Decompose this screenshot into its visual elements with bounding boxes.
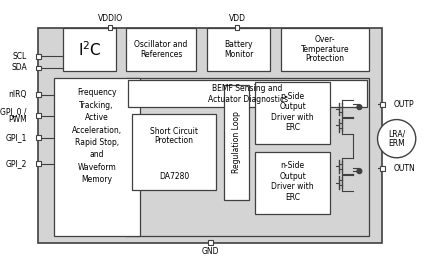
Text: SDA: SDA [11, 63, 27, 73]
Text: Actuator Diagnostics: Actuator Diagnostics [207, 94, 288, 104]
Bar [54, 78, 140, 236]
Bar [380, 102, 385, 107]
Text: Frequency: Frequency [77, 88, 116, 97]
Text: Acceleration,: Acceleration, [72, 125, 122, 135]
Bar [255, 82, 330, 144]
Bar [108, 26, 112, 30]
Text: GND: GND [202, 247, 219, 256]
Text: BEMF Sensing and: BEMF Sensing and [213, 84, 283, 93]
Bar [281, 28, 369, 71]
Text: Over-: Over- [315, 35, 335, 44]
Text: Protection: Protection [155, 136, 194, 145]
Text: Battery: Battery [224, 40, 253, 49]
Text: Rapid Stop,: Rapid Stop, [75, 138, 119, 147]
Bar [63, 28, 116, 71]
Text: VDDIO: VDDIO [98, 14, 123, 23]
Text: Monitor: Monitor [224, 50, 253, 59]
Bar [235, 26, 239, 30]
Bar [36, 92, 41, 97]
Text: Output: Output [279, 172, 306, 181]
Text: OUTP: OUTP [394, 100, 414, 109]
Bar [208, 240, 213, 245]
Text: and: and [89, 150, 104, 159]
Text: VDD: VDD [229, 14, 246, 23]
Text: Tracking,: Tracking, [79, 101, 114, 110]
Bar [126, 28, 196, 71]
Bar [36, 65, 41, 70]
Bar [38, 28, 382, 243]
Text: LRA/: LRA/ [388, 129, 405, 138]
Text: nIRQ: nIRQ [9, 90, 27, 99]
Bar [380, 166, 385, 171]
Text: GPI_2: GPI_2 [6, 159, 27, 168]
Circle shape [357, 169, 362, 174]
Text: OUTN: OUTN [394, 164, 416, 173]
Bar [126, 78, 369, 236]
Text: I$^2$C: I$^2$C [78, 40, 102, 59]
Bar [36, 113, 41, 118]
Bar [207, 28, 270, 71]
Text: ERC: ERC [285, 193, 300, 202]
Text: Short Circuit: Short Circuit [150, 127, 198, 135]
Bar [128, 80, 367, 107]
Text: SCL: SCL [13, 52, 27, 61]
Text: Regulation Loop: Regulation Loop [232, 112, 241, 173]
Bar [255, 152, 330, 214]
Text: n-Side: n-Side [280, 161, 305, 170]
Text: Active: Active [85, 113, 108, 122]
Text: GPI_0 /: GPI_0 / [0, 107, 27, 117]
Text: GPI_1: GPI_1 [6, 133, 27, 142]
Text: Temperature: Temperature [301, 45, 349, 54]
Text: Waveform: Waveform [77, 163, 116, 172]
Bar [36, 135, 41, 140]
Text: p-Side: p-Side [280, 92, 305, 101]
Circle shape [378, 120, 416, 158]
Text: Driver with: Driver with [271, 113, 314, 122]
Text: Memory: Memory [81, 175, 112, 184]
Circle shape [357, 105, 362, 109]
Text: ERM: ERM [388, 139, 405, 148]
Bar [132, 114, 216, 190]
Text: Protection: Protection [305, 54, 344, 63]
Text: DA7280: DA7280 [159, 172, 189, 181]
Text: Output: Output [279, 102, 306, 111]
Text: ERC: ERC [285, 123, 300, 132]
Bar [36, 54, 41, 59]
Text: Driver with: Driver with [271, 183, 314, 191]
Text: References: References [140, 50, 182, 59]
Bar [36, 161, 41, 166]
Text: Oscillator and: Oscillator and [134, 40, 188, 49]
Bar [224, 85, 248, 200]
Text: PWM: PWM [8, 115, 27, 124]
